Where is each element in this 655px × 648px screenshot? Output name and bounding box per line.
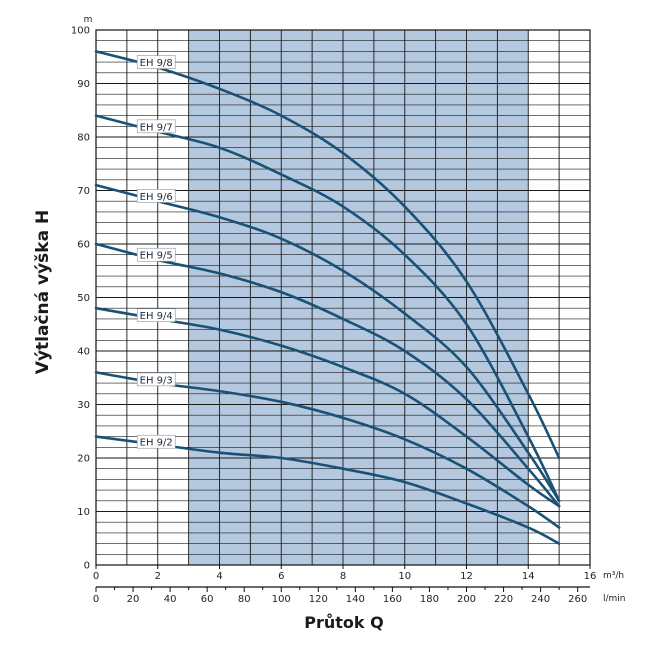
curve-label-eh-9-6: EH 9/6 <box>140 192 173 203</box>
secondary-tick-label: 180 <box>420 594 439 605</box>
y-tick-label: 80 <box>77 133 90 144</box>
x-tick-label: 0 <box>93 571 99 582</box>
curve-label-eh-9-3: EH 9/3 <box>140 375 173 386</box>
y-axis-unit: m <box>84 15 93 25</box>
secondary-tick-label: 80 <box>238 594 251 605</box>
secondary-tick-label: 40 <box>164 594 177 605</box>
curve-label-eh-9-5: EH 9/5 <box>140 251 173 262</box>
curve-label-box <box>136 434 176 449</box>
curve-label-eh-9-2: EH 9/2 <box>140 438 173 449</box>
y-tick-label: 0 <box>84 561 90 572</box>
curve-label-box <box>136 189 176 203</box>
secondary-tick-label: 160 <box>383 594 402 605</box>
y-tick-label: 60 <box>77 240 90 251</box>
y-tick-label: 30 <box>77 400 90 411</box>
x-tick-label: 12 <box>460 571 473 582</box>
y-tick-label: 70 <box>77 186 90 197</box>
secondary-tick-label: 60 <box>201 594 214 605</box>
x-axis-title: Průtok Q <box>304 613 383 632</box>
curve-eh-9-2 <box>94 435 561 545</box>
curve-eh-9-5 <box>94 242 561 508</box>
curve-eh-9-8 <box>94 50 561 460</box>
curve-eh-9-6 <box>94 183 561 503</box>
secondary-tick-label: 220 <box>494 594 513 605</box>
curve-label-box <box>136 372 176 387</box>
x-tick-label: 10 <box>398 571 411 582</box>
x-tick-label: 4 <box>216 571 222 582</box>
x-tick-label: 8 <box>340 571 346 582</box>
x-tick-label: 2 <box>155 571 161 582</box>
y-tick-label: 40 <box>77 347 90 358</box>
y-tick-label: 10 <box>77 507 90 518</box>
secondary-tick-label: 0 <box>93 594 99 605</box>
curve-labels: EH 9/8 EH 9/7 EH 9/6 EH 9/5 EH 9/4 EH 9/3 EH 9… <box>136 55 176 449</box>
secondary-tick-label: 260 <box>568 594 587 605</box>
curve-label-eh-9-8: EH 9/8 <box>140 58 173 69</box>
secondary-tick-label: 200 <box>457 594 476 605</box>
secondary-tick-label: 120 <box>309 594 328 605</box>
curves <box>94 50 561 545</box>
curve-label-eh-9-4: EH 9/4 <box>140 311 173 322</box>
y-tick-label: 100 <box>71 26 90 37</box>
curve-label-box <box>136 308 176 322</box>
x-axis-unit-primary: m³/h <box>603 571 624 581</box>
curve-eh-9-4 <box>94 306 561 508</box>
x-tick-label: 14 <box>522 571 535 582</box>
y-tick-label: 50 <box>77 293 90 304</box>
x-tick-label: 16 <box>584 571 597 582</box>
y-tick-label: 90 <box>77 79 90 90</box>
x-tick-label: 6 <box>278 571 284 582</box>
y-tick-label: 20 <box>77 454 90 465</box>
y-axis-title: Výtlačná výška H <box>33 210 53 374</box>
curve-eh-9-3 <box>94 371 561 529</box>
secondary-tick-label: 100 <box>272 594 291 605</box>
x-axis-unit-secondary: l/min <box>603 594 626 604</box>
curve-label-box <box>136 55 176 69</box>
curve-eh-9-7 <box>94 114 561 503</box>
curve-label-box <box>136 119 176 134</box>
secondary-tick-label: 240 <box>531 594 550 605</box>
curve-label-box <box>136 247 176 262</box>
secondary-tick-label: 140 <box>346 594 365 605</box>
curve-label-eh-9-7: EH 9/7 <box>140 122 173 133</box>
secondary-tick-label: 20 <box>127 594 140 605</box>
